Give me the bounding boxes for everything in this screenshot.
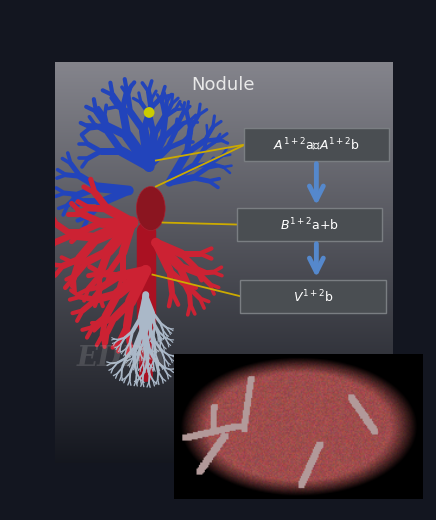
Text: $V^{1+2}$b: $V^{1+2}$b xyxy=(293,288,334,305)
Text: $B^{1+2}$a+b: $B^{1+2}$a+b xyxy=(280,216,339,233)
FancyBboxPatch shape xyxy=(237,208,382,241)
Text: $A^{1+2}$a、$A^{1+2}$b: $A^{1+2}$a、$A^{1+2}$b xyxy=(273,136,360,153)
Point xyxy=(146,108,153,116)
FancyBboxPatch shape xyxy=(240,280,385,313)
Text: EDDA: EDDA xyxy=(77,345,167,372)
Text: Nodule: Nodule xyxy=(192,76,255,95)
Ellipse shape xyxy=(136,187,165,230)
FancyBboxPatch shape xyxy=(244,128,389,161)
